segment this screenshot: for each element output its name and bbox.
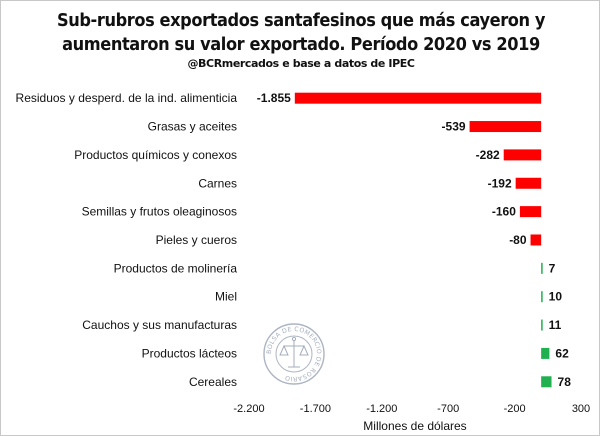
category-label-10: Cereales <box>189 375 237 389</box>
data-label-7: 10 <box>549 290 563 304</box>
data-label-8: 11 <box>549 318 562 332</box>
data-label-10: 78 <box>558 375 572 389</box>
category-label-1: Grasas y aceites <box>148 120 237 134</box>
x-tick-label-2: -1.200 <box>366 403 397 415</box>
chart-subtitle: @BCRmercados e base a datos de IPEC <box>187 57 415 70</box>
data-label-0: -1.855 <box>257 91 291 105</box>
data-label-3: -192 <box>488 176 512 190</box>
x-tick-label-5: 300 <box>572 403 590 415</box>
category-label-0: Residuos y desperd. de la ind. alimentic… <box>16 91 238 105</box>
x-axis-title: Millones de dólares <box>363 419 466 433</box>
chart-title-line-1: Sub-rubros exportados santafesinos que m… <box>56 10 546 31</box>
bar-2 <box>503 149 542 161</box>
bar-0 <box>294 92 542 104</box>
category-label-8: Cauchos y sus manufacturas <box>82 318 237 332</box>
category-label-6: Productos de molinería <box>114 261 238 275</box>
x-tick-label-1: -1.700 <box>300 403 331 415</box>
x-tick-label-3: -700 <box>437 403 459 415</box>
data-label-4: -160 <box>492 205 516 219</box>
data-label-1: -539 <box>442 120 466 134</box>
category-label-4: Semillas y frutos oleaginosos <box>82 205 237 219</box>
data-label-2: -282 <box>476 148 500 162</box>
category-label-3: Carnes <box>198 176 237 190</box>
bar-5 <box>530 234 542 246</box>
category-label-2: Productos químicos y conexos <box>74 148 237 162</box>
bar-10 <box>541 376 552 388</box>
bar-8 <box>541 319 543 331</box>
chart-title-line-2: aumentaron su valor exportado. Período 2… <box>62 34 540 55</box>
bar-9 <box>541 347 550 359</box>
bcr-seal-watermark: BOLSA DE COMERCIO DE ROSARIO <box>263 323 325 385</box>
x-tick-label-0: -2.200 <box>233 403 264 415</box>
bar-4 <box>519 206 542 218</box>
bar-6 <box>541 262 543 274</box>
bar-3 <box>515 177 542 189</box>
category-label-7: Miel <box>215 290 237 304</box>
data-label-6: 7 <box>549 261 556 275</box>
bar-1 <box>469 121 542 133</box>
x-tick-label-4: -200 <box>504 403 526 415</box>
category-label-5: Pieles y cueros <box>156 233 237 247</box>
data-label-9: 62 <box>555 346 569 360</box>
bar-7 <box>541 291 543 303</box>
data-label-5: -80 <box>509 233 527 247</box>
category-label-9: Productos lácteos <box>142 346 237 360</box>
